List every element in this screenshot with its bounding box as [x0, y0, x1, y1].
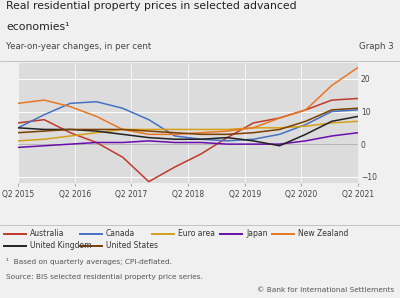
Text: Canada: Canada — [106, 229, 135, 238]
Text: United Kingdom: United Kingdom — [30, 241, 92, 250]
Text: United States: United States — [106, 241, 158, 250]
Text: Euro area: Euro area — [178, 229, 215, 238]
Text: New Zealand: New Zealand — [298, 229, 348, 238]
Text: Source: BIS selected residential property price series.: Source: BIS selected residential propert… — [6, 274, 203, 280]
Text: economies¹: economies¹ — [6, 22, 69, 32]
Text: Australia: Australia — [30, 229, 64, 238]
Text: © Bank for International Settlements: © Bank for International Settlements — [257, 287, 394, 293]
Text: Graph 3: Graph 3 — [359, 42, 394, 51]
Text: Year-on-year changes, in per cent: Year-on-year changes, in per cent — [6, 42, 151, 51]
Text: Real residential property prices in selected advanced: Real residential property prices in sele… — [6, 1, 297, 12]
Text: ¹  Based on quarterly averages; CPI-deflated.: ¹ Based on quarterly averages; CPI-defla… — [6, 258, 172, 265]
Text: Japan: Japan — [246, 229, 268, 238]
